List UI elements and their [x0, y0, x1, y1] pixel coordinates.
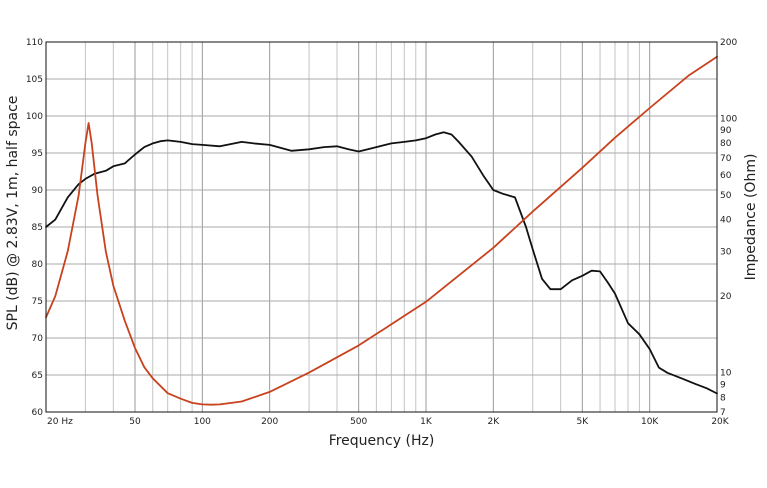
y-right-tick-label: 10	[720, 369, 732, 379]
series-layer	[45, 55, 718, 406]
y-right-tick-label: 200	[720, 38, 737, 48]
y-left-tick-label: 65	[32, 371, 43, 381]
plot-frame	[45, 41, 718, 413]
y-left-tick-label: 105	[26, 75, 43, 85]
y-right-tick-label: 9	[720, 380, 726, 390]
y-left-tick-label: 90	[32, 186, 44, 196]
y-right-tick-label: 8	[720, 393, 726, 403]
y-right-tick-label: 80	[720, 139, 732, 149]
y-left-tick-label: 100	[26, 112, 43, 122]
x-tick-label: 200	[261, 417, 278, 427]
x-tick-label: 10K	[641, 417, 659, 427]
impedance-curve	[45, 55, 718, 406]
x-axis-title: Frequency (Hz)	[329, 433, 435, 449]
y-right-tick-label: 20	[720, 292, 732, 302]
x-tick-label: 2K	[488, 417, 501, 427]
x-tick-label: 50	[129, 417, 141, 427]
y-left-tick-label: 95	[32, 149, 43, 159]
y-right-tick-label: 60	[720, 171, 732, 181]
x-tick-label: 100	[194, 417, 211, 427]
x-tick-label: 500	[350, 417, 367, 427]
y-right-tick-label: 40	[720, 216, 732, 226]
y-right-tick-label: 30	[720, 247, 732, 257]
x-tick-label: 1K	[420, 417, 433, 427]
tick-layer: 20 Hz 50 100 200 500 1K 2K 5K 10K 20K606570758085…	[26, 38, 738, 427]
y-left-tick-label: 75	[32, 297, 43, 307]
y-right-axis-title: Impedance (Ohm)	[743, 154, 759, 281]
y-right-tick-label: 100	[720, 115, 737, 125]
y-left-tick-label: 80	[32, 260, 44, 270]
y-left-tick-label: 70	[32, 334, 44, 344]
y-right-tick-label: 7	[720, 408, 726, 418]
x-tick-label: 20 Hz	[47, 417, 73, 427]
y-left-axis-title: SPL (dB) @ 2.83V, 1m, half space	[5, 96, 21, 331]
x-tick-label: 20K	[711, 417, 729, 427]
y-right-tick-label: 70	[720, 154, 732, 164]
y-right-tick-label: 50	[720, 191, 732, 201]
y-left-tick-label: 85	[32, 223, 43, 233]
y-right-tick-label: 90	[720, 126, 732, 136]
x-tick-label: 5K	[577, 417, 590, 427]
y-left-tick-label: 60	[32, 408, 44, 418]
y-left-tick-label: 110	[26, 38, 43, 48]
spl-curve	[45, 131, 718, 395]
grid-layer	[45, 41, 718, 413]
